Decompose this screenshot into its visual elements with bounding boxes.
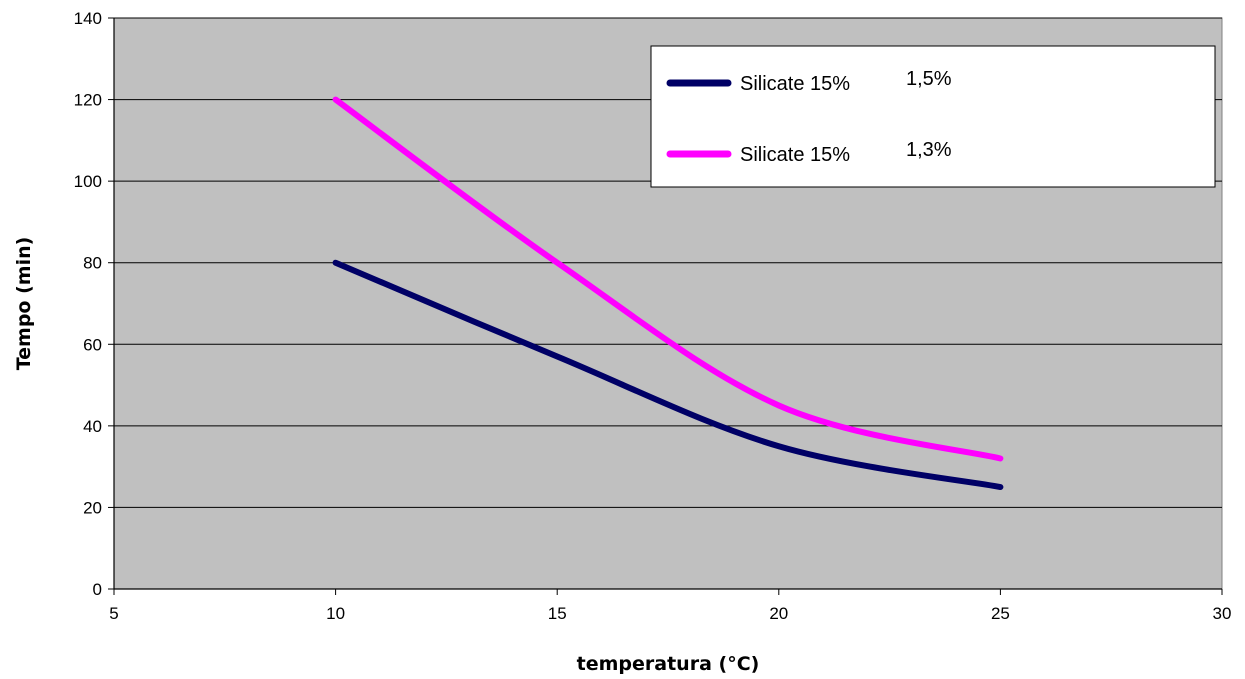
y-tick-label: 140 (74, 9, 102, 28)
x-tick-label: 15 (548, 604, 567, 623)
legend-label-suffix-1: 1,5% (906, 68, 952, 90)
series-lines (332, 96, 1004, 491)
y-axis-title: Tempo (min) (13, 237, 35, 371)
legend-box (650, 45, 1216, 188)
y-tick-label: 40 (83, 417, 102, 436)
y-tick-label: 0 (93, 580, 102, 599)
legend-label-1: Silicate 15% (740, 73, 850, 95)
y-tick-label: 120 (74, 91, 102, 110)
y-tick-label: 20 (83, 498, 102, 517)
x-axis-title: temperatura (°C) (577, 653, 760, 675)
x-tick-label: 20 (769, 604, 788, 623)
y-tick-label: 60 (83, 335, 102, 354)
x-tick-label: 25 (991, 604, 1010, 623)
series-line-1 (332, 259, 1004, 491)
x-tick-label: 10 (326, 604, 345, 623)
y-tick-label: 80 (83, 254, 102, 273)
legend-label-2: Silicate 15% (740, 144, 850, 166)
legend-label-suffix-2: 1,3% (906, 139, 952, 161)
axes (108, 17, 1223, 595)
x-tick-label: 30 (1213, 604, 1232, 623)
x-tick-label: 5 (109, 604, 118, 623)
x-tick-labels: 5 10 15 20 25 30 (109, 604, 1231, 623)
y-tick-label: 100 (74, 172, 102, 191)
legend: Silicate 15% 1,5% Silicate 15% 1,3% (650, 45, 1216, 188)
y-tick-labels: 0 20 40 60 80 100 120 140 (74, 9, 102, 599)
series-line-2 (332, 96, 1004, 462)
